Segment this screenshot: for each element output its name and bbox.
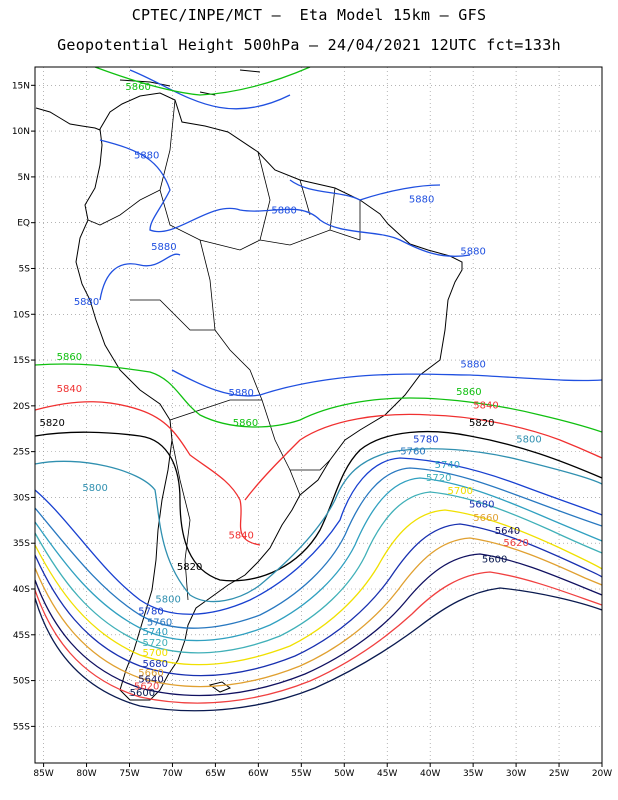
contour-line-5860 [35, 67, 602, 433]
contour-label: 5660 [138, 668, 163, 679]
contour-label: 5800 [516, 434, 541, 445]
contour-label: 5840 [473, 401, 498, 412]
contour-label: 5860 [57, 352, 82, 363]
lon-tick-label: 60W [248, 769, 268, 779]
lat-tick-label: EQ [17, 219, 30, 229]
lat-tick-label: 45S [13, 631, 30, 641]
contour-label: 5620 [503, 538, 528, 549]
contour-line-5840 [35, 401, 602, 546]
contour-label: 5720 [143, 638, 168, 649]
lon-tick-label: 50W [334, 769, 354, 779]
lat-lon-grid [35, 67, 603, 763]
contour-label: 5600 [482, 554, 507, 565]
lon-tick-label: 40W [420, 769, 440, 779]
lon-tick-label: 70W [162, 769, 182, 779]
contour-line-5680 [35, 523, 602, 677]
lat-tick-label: 10S [13, 310, 30, 320]
lon-tick-label: 55W [291, 769, 311, 779]
map-title-line2: Geopotential Height 500hPa – 24/04/2021 … [57, 36, 561, 54]
contour-label: 5620 [134, 682, 159, 693]
lat-tick-label: 35S [13, 539, 30, 549]
lon-tick-label: 25W [549, 769, 569, 779]
lon-tick-label: 80W [76, 769, 96, 779]
contour-label: 5640 [138, 674, 163, 685]
coastline-and-borders [35, 69, 463, 701]
contour-line-5660 [35, 537, 602, 688]
contour-label: 5800 [155, 595, 180, 606]
contour-label: 5880 [271, 206, 296, 217]
contour-line-5760 [35, 467, 602, 629]
contour-label: 5860 [125, 82, 150, 93]
contour-label: 5640 [495, 526, 520, 537]
south-america-coastline [75, 92, 463, 701]
contour-label: 5860 [233, 418, 258, 429]
lat-tick-label: 5S [19, 264, 31, 274]
lat-tick-label: 5N [18, 173, 30, 183]
map-frame [34, 66, 603, 764]
lat-tick-label: 25S [13, 448, 30, 458]
contour-label: 5700 [448, 486, 473, 497]
lon-tick-label: 75W [119, 769, 139, 779]
contour-label: 5600 [130, 688, 155, 699]
central-america-coastline [35, 107, 101, 131]
contour-lines [35, 67, 602, 712]
lon-tick-label: 35W [463, 769, 483, 779]
lon-tick-label: 20W [592, 769, 612, 779]
axis-ticks: 85W 80W 75W 70W 65W 60W 55W 50W 45W 40W 35W 30W 25W 2… [12, 81, 612, 779]
contour-line-5600 [35, 587, 602, 712]
lat-tick-label: 40S [13, 585, 30, 595]
contour-label: 5760 [400, 446, 425, 457]
lat-tick-label: 50S [13, 677, 30, 687]
lat-tick-label: 20S [13, 402, 30, 412]
contour-label: 5660 [473, 513, 498, 524]
contour-label: 5840 [228, 531, 253, 542]
lat-tick-label: 55S [13, 722, 30, 732]
contour-label: 5820 [177, 562, 202, 573]
contour-label: 5780 [138, 607, 163, 618]
contour-line-5640 [35, 553, 602, 697]
contour-line-5620 [35, 571, 602, 704]
contour-label: 5880 [151, 242, 176, 253]
contour-label: 5780 [413, 434, 438, 445]
lon-tick-label: 85W [33, 769, 53, 779]
contour-line-5800 [35, 448, 602, 603]
contour-label: 5680 [469, 499, 494, 510]
contour-line-5720 [35, 491, 602, 654]
contour-label: 5880 [460, 247, 485, 258]
contour-line-5880 [99, 69, 602, 397]
lat-tick-label: 15S [13, 356, 30, 366]
contour-label: 5860 [456, 387, 481, 398]
contour-label: 5680 [143, 659, 168, 670]
contour-label: 5720 [426, 473, 451, 484]
country-borders [87, 99, 361, 601]
contour-label: 5760 [147, 618, 172, 629]
contour-line-5740 [35, 477, 602, 642]
contour-label: 5840 [57, 384, 82, 395]
contour-label: 5880 [134, 151, 159, 162]
contour-label: 5800 [82, 483, 107, 494]
contour-label: 5880 [409, 195, 434, 206]
lon-tick-label: 45W [377, 769, 397, 779]
contour-labels: 5860 5880 5880 5880 5880 5880 5880 5860 5880 5880… [39, 82, 541, 699]
contour-label: 5700 [143, 648, 168, 659]
contour-line-5700 [35, 509, 602, 666]
contour-label: 5880 [228, 388, 253, 399]
contour-label: 5880 [460, 359, 485, 370]
contour-label: 5880 [74, 297, 99, 308]
lat-tick-label: 15N [12, 81, 30, 91]
lat-tick-label: 10N [12, 127, 30, 137]
lon-tick-label: 30W [506, 769, 526, 779]
contour-label: 5740 [435, 460, 460, 471]
contour-label: 5820 [39, 418, 64, 429]
lat-tick-label: 30S [13, 493, 30, 503]
contour-line-5820 [35, 430, 602, 582]
contour-line-5780 [35, 457, 602, 615]
contour-label: 5820 [469, 418, 494, 429]
contour-label: 5740 [143, 627, 168, 638]
falkland-islands [208, 681, 232, 693]
lon-tick-label: 65W [205, 769, 225, 779]
map-title-line1: CPTEC/INPE/MCT – Eta Model 15km – GFS [131, 6, 487, 24]
